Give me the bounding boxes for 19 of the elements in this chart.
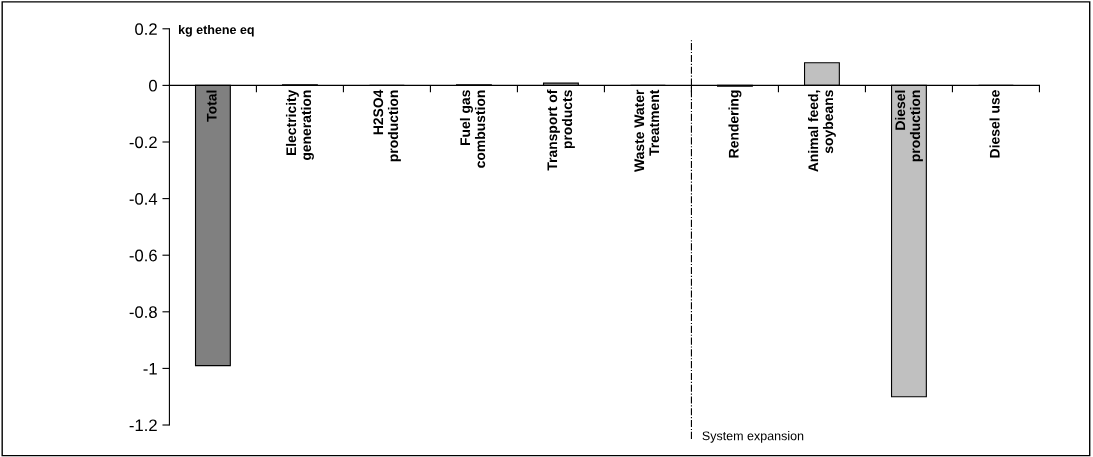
x-tick-label: Diesel use	[989, 90, 1000, 158]
y-tick-label: -0.8	[129, 306, 157, 319]
y-tick-label: 0.2	[135, 23, 157, 35]
x-tick-label: Rendering	[728, 90, 742, 158]
x-tick-label: Transport of products	[546, 89, 575, 171]
x-tick-label: Diesel production	[894, 90, 923, 162]
y-tick-label: -0.4	[129, 193, 158, 205]
y-tick-label: 0	[148, 79, 157, 92]
y-tick-label: -0.6	[129, 249, 157, 262]
x-tick-label: Animal feed, soybeans	[807, 90, 836, 172]
x-tick-label: Total	[206, 90, 217, 122]
text: System expansion	[702, 431, 804, 443]
y-tick-label: -1.2	[129, 419, 157, 432]
y-axis-title: kg ethene eq	[178, 24, 254, 37]
x-tick-label: Waste Water Treatment	[634, 89, 660, 172]
x-tick-label: Electricity generation	[285, 89, 314, 161]
x-tick-label: H2SO4 production	[373, 89, 401, 162]
y-tick-label: -1	[143, 362, 157, 375]
y-tick-label: -0.2	[129, 136, 157, 149]
